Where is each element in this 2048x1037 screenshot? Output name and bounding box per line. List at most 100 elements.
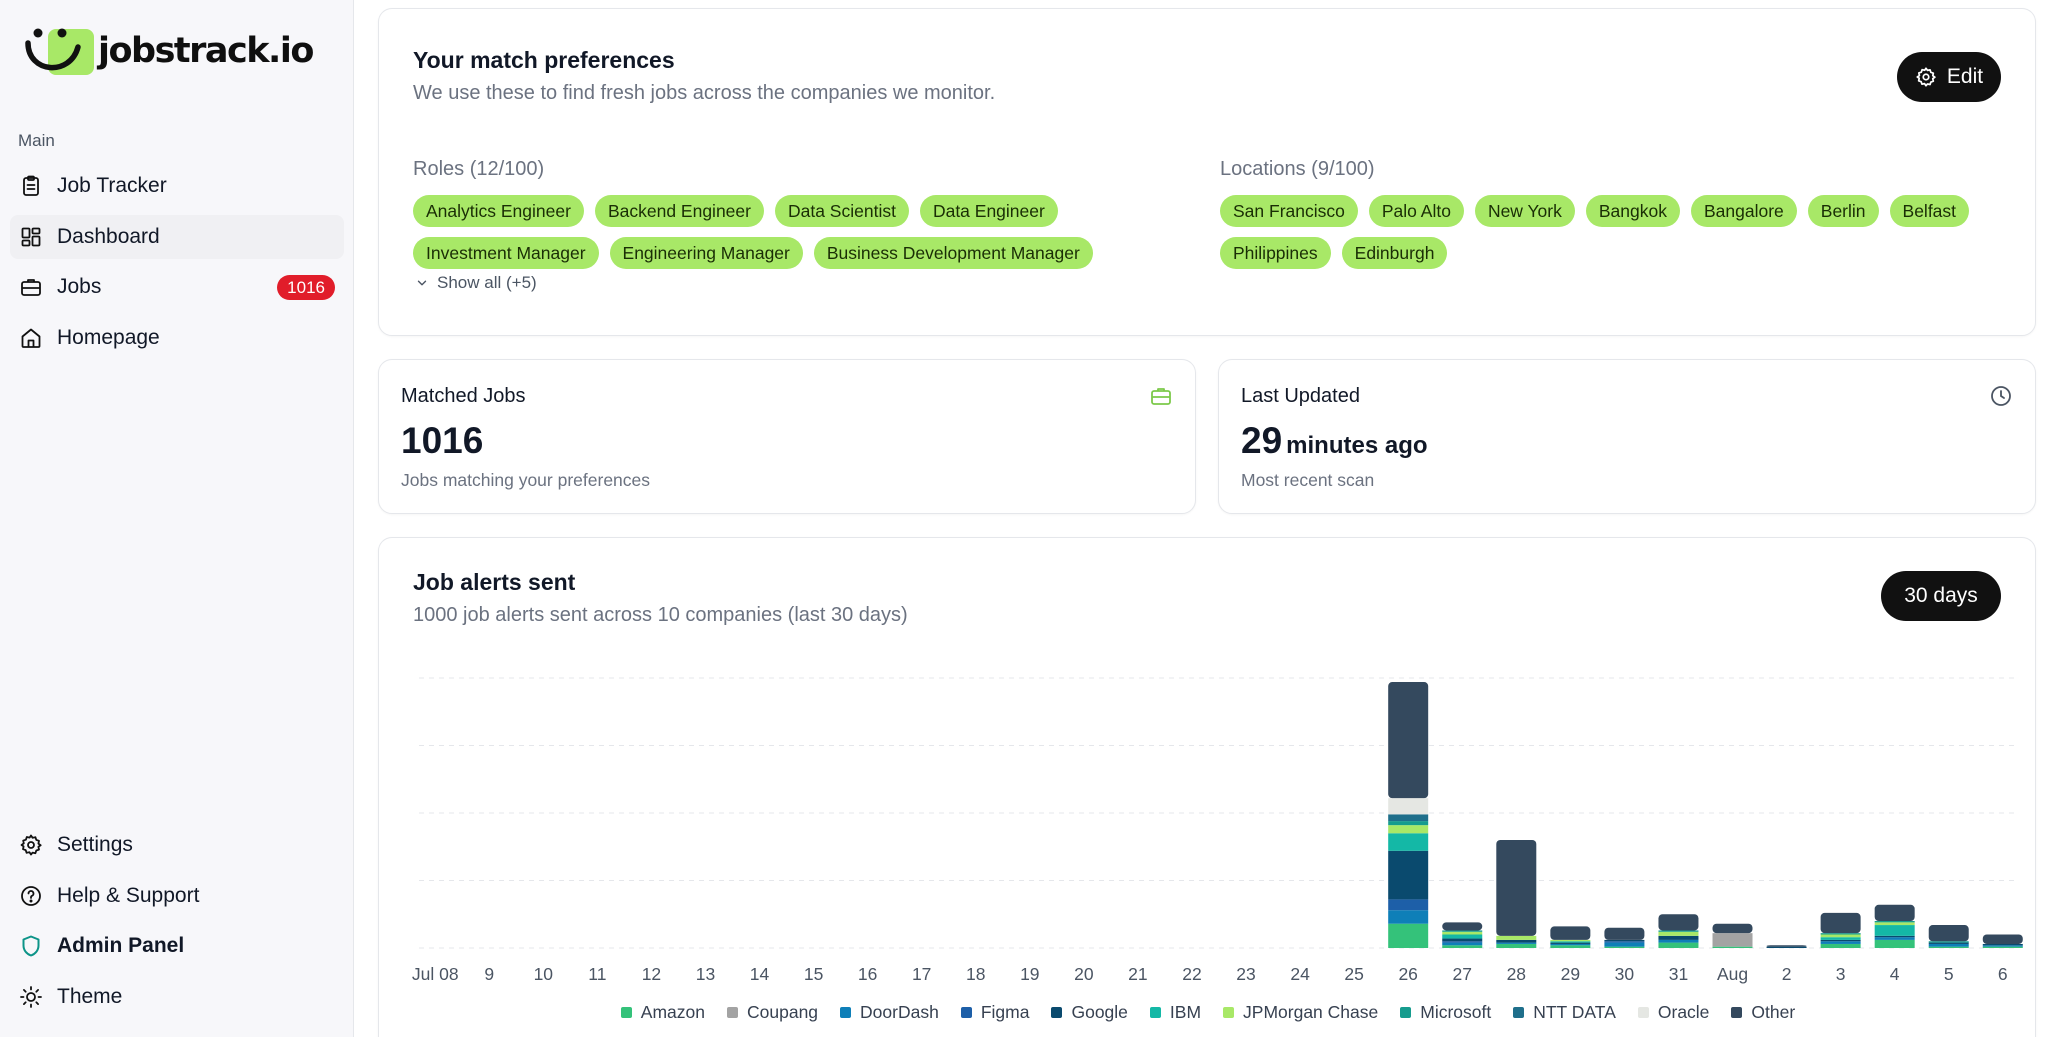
sidebar-item-label: Settings xyxy=(57,833,133,856)
legend-item[interactable]: IBM xyxy=(1149,1002,1201,1023)
logo[interactable]: jobstrack.io xyxy=(22,22,314,80)
chart-bar-segment[interactable] xyxy=(1874,937,1915,940)
chart-x-tick-label: 6 xyxy=(1998,964,2008,984)
briefcase-icon xyxy=(21,279,41,296)
chart-bar-segment[interactable] xyxy=(1928,943,1969,947)
chart-bar-segment[interactable] xyxy=(1388,825,1429,834)
chart-bar-segment[interactable] xyxy=(1550,939,1591,942)
chart-bar-segment[interactable] xyxy=(1982,945,2023,947)
chart-bar-segment[interactable] xyxy=(1442,938,1483,942)
chart-bar-segment[interactable] xyxy=(1658,931,1699,936)
chart-bar-segment[interactable] xyxy=(1820,941,1861,944)
legend-item[interactable]: DoorDash xyxy=(840,1002,939,1023)
chart-bar-segment[interactable] xyxy=(1442,945,1483,948)
chart-bar-segment[interactable] xyxy=(1388,923,1429,948)
chart-bar-segment[interactable] xyxy=(1766,945,1807,947)
chart-bar-segment[interactable] xyxy=(1712,933,1753,947)
chart-bar-segment[interactable] xyxy=(1874,904,1915,921)
chart-bar-segment[interactable] xyxy=(1388,833,1429,851)
sidebar-item-settings[interactable]: Settings xyxy=(10,823,344,867)
chart-bar-segment[interactable] xyxy=(1388,798,1429,815)
chart-bar-segment[interactable] xyxy=(1550,926,1591,940)
chart-bar-segment[interactable] xyxy=(1550,943,1591,946)
chart-bar-segment[interactable] xyxy=(1442,922,1483,931)
sidebar-item-jobs[interactable]: Jobs 1016 xyxy=(10,265,344,309)
edit-preferences-button[interactable]: Edit xyxy=(1897,52,2001,102)
chart-bar-segment[interactable] xyxy=(1496,840,1537,936)
sidebar-item-job-tracker[interactable]: Job Tracker xyxy=(10,164,344,208)
chart-bar-segment[interactable] xyxy=(1388,850,1429,900)
chart-bar-segment[interactable] xyxy=(1550,941,1591,943)
chart-bar-segment[interactable] xyxy=(1496,935,1537,940)
chart-bar-segment[interactable] xyxy=(1442,934,1483,939)
chart-bar-segment[interactable] xyxy=(1874,922,1915,926)
legend-item[interactable]: Microsoft xyxy=(1400,1002,1491,1023)
chart-bar-segment[interactable] xyxy=(1928,946,1969,948)
legend-item[interactable]: Coupang xyxy=(727,1002,818,1023)
sidebar-item-dashboard[interactable]: Dashboard xyxy=(10,214,344,259)
chart-bar-segment[interactable] xyxy=(1928,941,1969,943)
chart-bar-segment[interactable] xyxy=(1982,934,2023,944)
chart-bar-segment[interactable] xyxy=(1658,939,1699,943)
chart-bar-segment[interactable] xyxy=(1442,930,1483,932)
chart-bar-segment[interactable] xyxy=(1820,933,1861,935)
chart-bar-segment[interactable] xyxy=(1550,942,1591,944)
legend-item[interactable]: Google xyxy=(1051,1002,1128,1023)
chart-bar-segment[interactable] xyxy=(1820,939,1861,942)
chart-bar-segment[interactable] xyxy=(1442,942,1483,946)
chart-bar-segment[interactable] xyxy=(1982,946,2023,948)
legend-swatch xyxy=(727,1007,738,1018)
chart-bar-segment[interactable] xyxy=(1604,942,1645,947)
chart-bar-segment[interactable] xyxy=(1496,939,1537,943)
chart-bar-segment[interactable] xyxy=(1820,937,1861,940)
location-chip: Bangalore xyxy=(1690,195,1797,227)
chart-bar-segment[interactable] xyxy=(1604,927,1645,940)
sidebar-item-homepage[interactable]: Homepage xyxy=(10,316,344,360)
legend-item[interactable]: Oracle xyxy=(1637,1002,1709,1023)
chart-bar-segment[interactable] xyxy=(1658,942,1699,948)
legend-item[interactable]: JPMorgan Chase xyxy=(1223,1002,1378,1023)
sidebar-item-theme[interactable]: Theme xyxy=(10,975,344,1019)
chart-bar-segment[interactable] xyxy=(1550,945,1591,948)
show-all-roles-toggle[interactable]: Show all (+5) xyxy=(415,273,537,293)
chart-bar-segment[interactable] xyxy=(1766,946,1807,948)
chart-bar-segment[interactable] xyxy=(1388,814,1429,822)
chart-bar-segment[interactable] xyxy=(1982,943,2023,946)
legend-item[interactable]: Other xyxy=(1731,1002,1795,1023)
chart-bar-segment[interactable] xyxy=(1658,930,1699,932)
chart-bar-segment[interactable] xyxy=(1820,934,1861,938)
chart-bar-segment[interactable] xyxy=(1928,925,1969,942)
role-chip: Business Development Manager xyxy=(813,237,1093,269)
chart-bar-segment[interactable] xyxy=(1388,910,1429,924)
chart-bar-segment[interactable] xyxy=(1712,923,1753,934)
chart-bar-segment[interactable] xyxy=(1388,682,1429,799)
chart-bar-segment[interactable] xyxy=(1874,939,1915,948)
chart-bar-segment[interactable] xyxy=(1442,931,1483,935)
chart-bar-segment[interactable] xyxy=(1388,899,1429,911)
legend-label: DoorDash xyxy=(860,1002,939,1022)
legend-item[interactable]: NTT DATA xyxy=(1513,1002,1616,1023)
last-updated-value: 29 minutes ago xyxy=(1241,420,1428,462)
chart-bar-segment[interactable] xyxy=(1874,921,1915,923)
chart-bar-segment[interactable] xyxy=(1874,925,1915,936)
chart-bar-segment[interactable] xyxy=(1928,942,1969,944)
sidebar-item-admin-panel[interactable]: Admin Panel xyxy=(10,924,344,968)
chart-bar-segment[interactable] xyxy=(1442,941,1483,943)
chart-bar-segment[interactable] xyxy=(1604,941,1645,943)
alerts-title: Job alerts sent xyxy=(413,569,576,595)
chart-bar-segment[interactable] xyxy=(1820,912,1861,934)
legend-item[interactable]: Amazon xyxy=(620,1002,705,1023)
sidebar-item-help[interactable]: Help & Support xyxy=(10,874,344,918)
chart-bar-segment[interactable] xyxy=(1820,943,1861,948)
chart-bar-segment[interactable] xyxy=(1496,942,1537,944)
legend-item[interactable]: Figma xyxy=(960,1002,1029,1023)
chart-bar-segment[interactable] xyxy=(1604,946,1645,948)
chart-bar-segment[interactable] xyxy=(1874,935,1915,938)
chart-bar-segment[interactable] xyxy=(1604,939,1645,942)
chart-bar-segment[interactable] xyxy=(1496,943,1537,948)
chart-bar-segment[interactable] xyxy=(1712,946,1753,948)
chart-bar-segment[interactable] xyxy=(1658,914,1699,931)
range-30-days-button[interactable]: 30 days xyxy=(1881,571,2001,621)
chart-bar-segment[interactable] xyxy=(1658,935,1699,940)
chart-bar-segment[interactable] xyxy=(1388,821,1429,826)
